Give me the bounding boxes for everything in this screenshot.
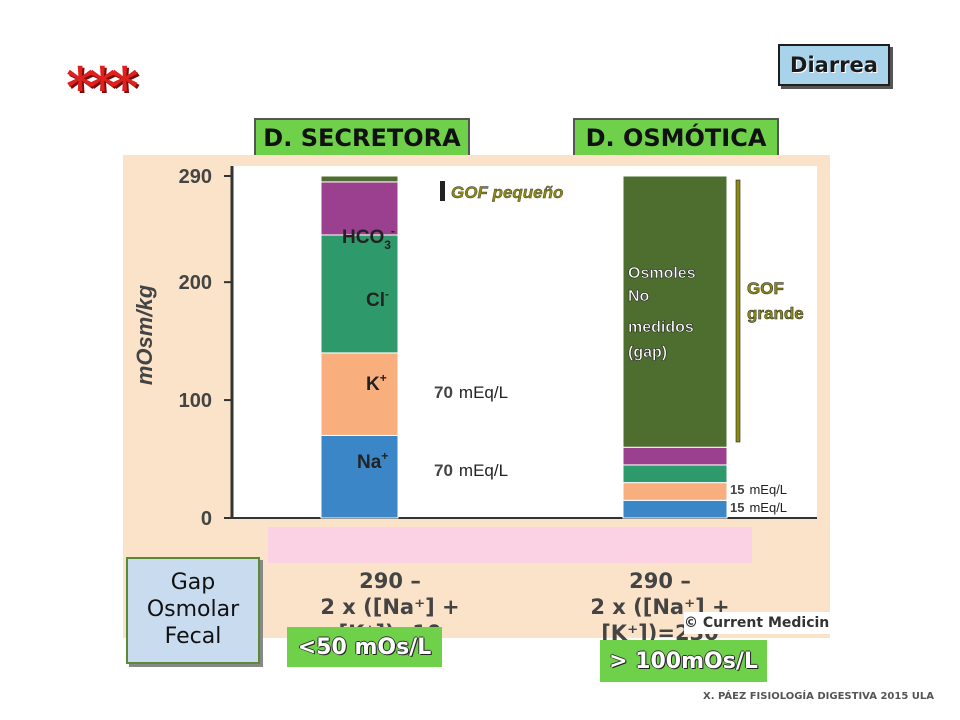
gof-small-label: GOF pequeño (451, 183, 563, 202)
bar-segment-0-1 (320, 352, 399, 436)
osm-value-annotation-2: 15 mEq/L (730, 500, 787, 515)
osm-value-annotation-1: 15 mEq/L (730, 482, 787, 497)
k-label: K+ (366, 371, 387, 395)
unmeasured-label-2: No (628, 288, 650, 305)
y-tick-label-0: 0 (201, 508, 212, 530)
footer-credit: X. PÁEZ FISIOLOGÍA DIGESTIVA 2015 ULA (703, 691, 934, 702)
gap-box-line2: Osmolar (146, 597, 240, 623)
osmotic-result: > 100mOs/L (600, 640, 767, 682)
gof-large-marker (735, 179, 741, 443)
na-value-annotation: 70 mEq/L (434, 461, 508, 480)
gap-osmolar-box: Gap Osmolar Fecal (126, 557, 260, 664)
cl-label: Cl- (366, 287, 389, 311)
secretory-label: D. SECRETORA (254, 118, 470, 158)
gap-box-line1: Gap (170, 570, 216, 596)
y-tick-label-290: 290 (179, 166, 212, 188)
diarrea-button[interactable]: Diarrea (778, 44, 890, 86)
bar-segment-1-4 (622, 175, 728, 448)
y-tick-label-200: 200 (179, 272, 212, 294)
highlight-strip (268, 527, 752, 563)
osmotic-formula: 290 – 2 x ([Na⁺] + [K⁺])=230 (540, 568, 780, 646)
gof-large-label-1: GOF (747, 279, 784, 298)
unmeasured-label-4: (gap) (628, 344, 667, 361)
bar-segment-1-3 (622, 446, 728, 466)
gap-box-line3: Fecal (164, 623, 222, 649)
y-tick-label-100: 100 (179, 390, 212, 412)
plot-area (232, 166, 817, 518)
stars-mark: *** (66, 55, 139, 119)
osmotic-formula-line1: 290 – (629, 569, 691, 593)
hco3-label: HCO3- (342, 224, 395, 252)
bar-segment-0-3 (320, 181, 399, 236)
y-axis-label: mOsm/kg (132, 284, 157, 385)
gof-small-marker (440, 181, 445, 201)
copyright-text: © Current Medicin (684, 612, 830, 634)
secretory-result: <50 mOs/L (287, 627, 442, 667)
bar-segment-0-4 (320, 175, 399, 183)
na-label: Na+ (357, 449, 388, 473)
unmeasured-label-3: medidos (628, 319, 694, 336)
unmeasured-label-1: Osmoles (628, 265, 696, 282)
secretory-formula-line1: 290 – (359, 569, 421, 593)
bar-segment-1-0 (622, 499, 728, 519)
bar-segment-1-2 (622, 464, 728, 484)
bar-segment-0-2 (320, 234, 399, 354)
gof-large-label-2: grande (747, 304, 804, 323)
bar-segment-1-1 (622, 482, 728, 501)
bar-segment-0-0 (320, 434, 399, 519)
k-value-annotation: 70 mEq/L (434, 383, 508, 402)
